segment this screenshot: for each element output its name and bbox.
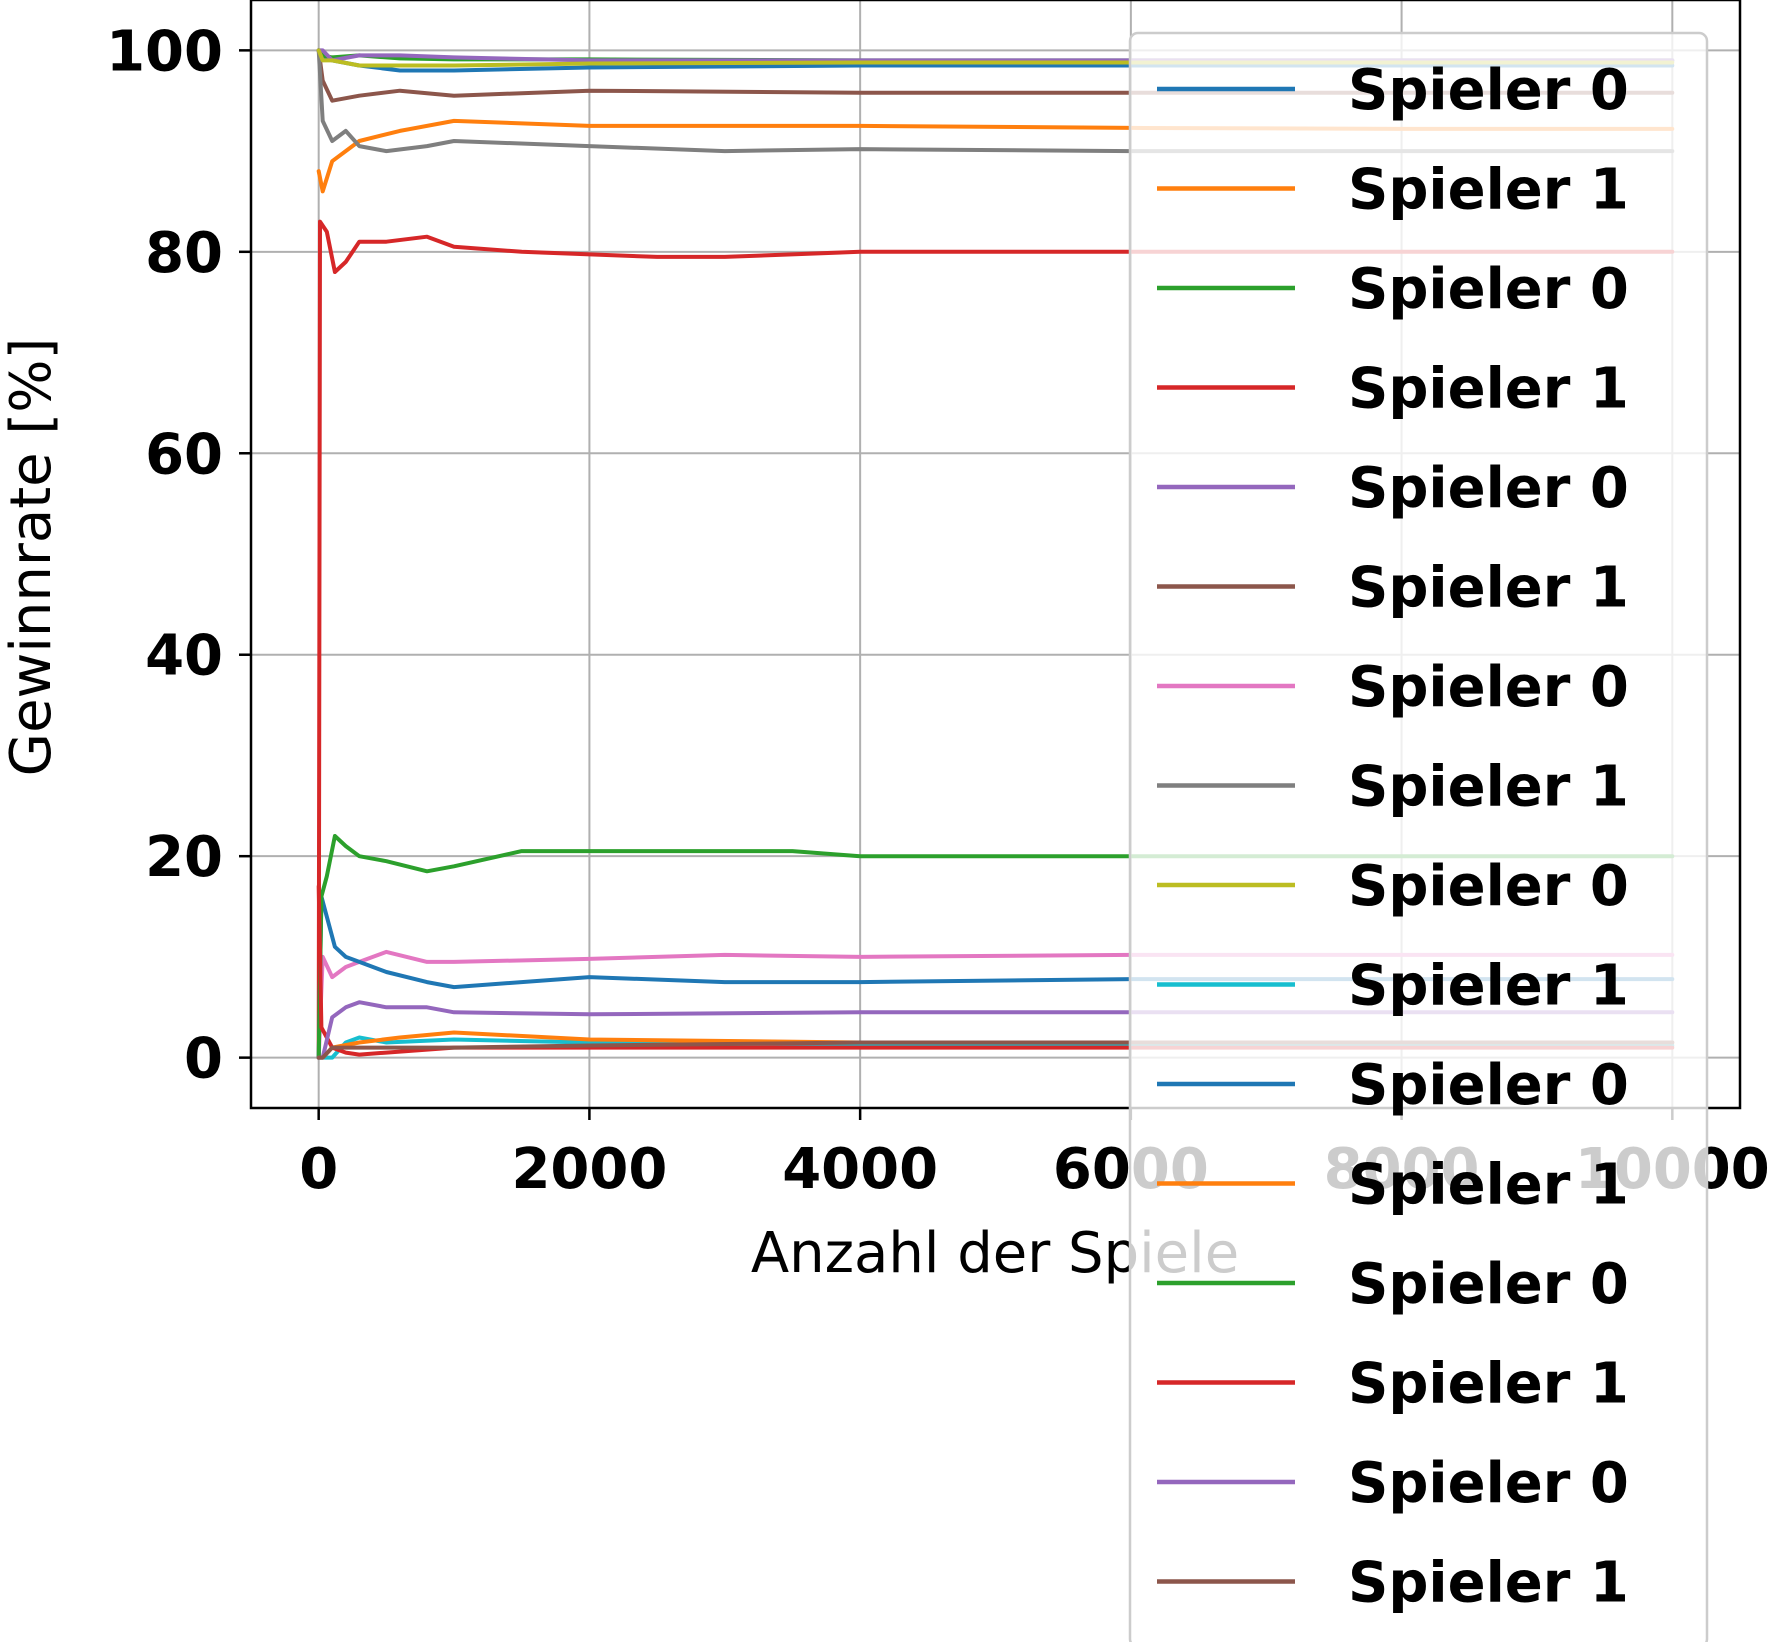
series-line-3 — [316, 219, 1675, 1060]
y-tick-label-2: 40 — [145, 624, 223, 689]
y-tick-label-1: 20 — [145, 825, 223, 890]
y-tick-label-5: 100 — [106, 19, 223, 84]
legend-label-5: Spieler 1 — [1348, 556, 1629, 621]
legend-label-4: Spieler 0 — [1348, 456, 1629, 521]
legend-box — [1128, 31, 1709, 1642]
legend-label-6: Spieler 0 — [1348, 655, 1629, 720]
x-tick-label-2: 4000 — [782, 1137, 938, 1202]
legend-label-12: Spieler 0 — [1348, 1252, 1629, 1317]
y-tick-label-0: 0 — [184, 1027, 223, 1092]
legend-label-14: Spieler 0 — [1348, 1451, 1629, 1516]
legend-label-0: Spieler 0 — [1348, 58, 1629, 123]
x-tick-label-1: 2000 — [511, 1137, 667, 1202]
series-line-6 — [316, 949, 1675, 1060]
legend: Spieler 0 Spieler 1 Spieler 0 Spieler 1 Spie… — [1128, 31, 1709, 1642]
legend-label-2: Spieler 0 — [1348, 257, 1629, 322]
legend-label-11: Spieler 1 — [1348, 1153, 1629, 1218]
legend-label-9: Spieler 1 — [1348, 954, 1629, 1019]
legend-label-3: Spieler 1 — [1348, 357, 1629, 422]
x-tick-label-0: 0 — [299, 1137, 338, 1202]
y-tick-label-3: 60 — [145, 422, 223, 487]
legend-label-10: Spieler 0 — [1348, 1053, 1629, 1118]
legend-label-13: Spieler 1 — [1348, 1352, 1629, 1417]
series-line-7 — [316, 48, 1675, 154]
series-line-10 — [316, 894, 1675, 1060]
y-axis-label: Gewinnrate [%] — [0, 338, 64, 777]
legend-label-8: Spieler 0 — [1348, 854, 1629, 919]
series-line-12 — [316, 834, 1675, 1060]
legend-label-1: Spieler 1 — [1348, 158, 1629, 223]
plot-frame — [249, 0, 1742, 1110]
y-tick-label-4: 80 — [145, 221, 223, 286]
legend-label-7: Spieler 1 — [1348, 755, 1629, 820]
legend-label-15: Spieler 1 — [1348, 1551, 1629, 1616]
